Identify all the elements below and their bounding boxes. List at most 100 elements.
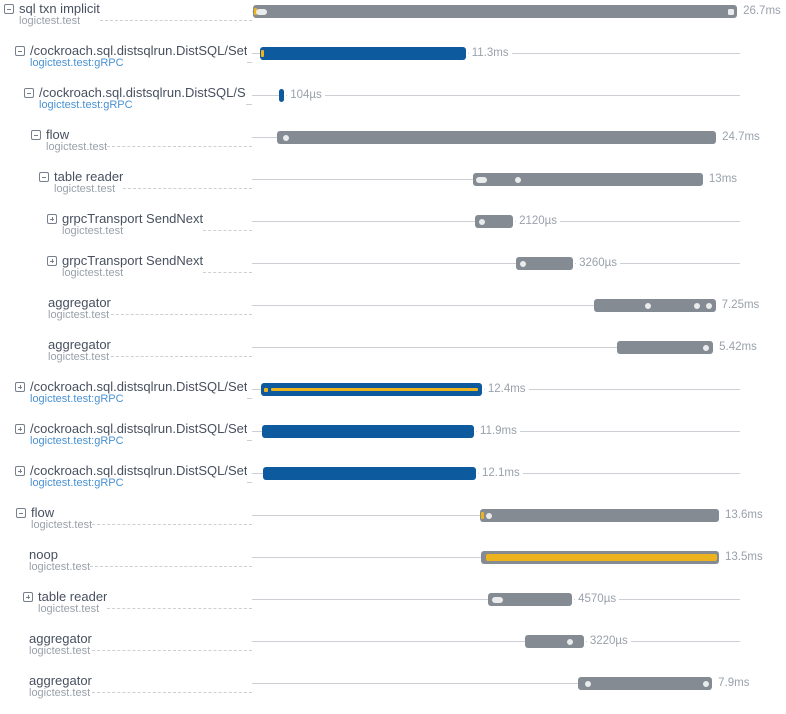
collapse-icon[interactable] <box>15 46 25 56</box>
log-event-marker[interactable] <box>255 8 267 15</box>
log-event-marker[interactable] <box>478 218 485 225</box>
collapse-icon[interactable] <box>4 4 14 14</box>
trail-line <box>483 389 740 390</box>
log-event-marker[interactable] <box>693 302 700 309</box>
expand-icon[interactable] <box>47 256 57 266</box>
log-event-marker[interactable] <box>519 260 526 267</box>
span-row[interactable]: table reader logictest.test 4570µs <box>0 588 786 630</box>
span-title: /cockroach.sql.distsqlrun.DistSQL/Set <box>30 463 248 478</box>
expand-icon[interactable] <box>15 382 25 392</box>
log-event-marker[interactable] <box>584 680 591 687</box>
log-event-marker[interactable] <box>645 302 652 309</box>
span-row[interactable]: aggregator logictest.test 3220µs <box>0 630 786 672</box>
span-title: flow <box>31 505 55 520</box>
span-subtitle-link[interactable]: logictest.test:gRPC <box>30 57 124 69</box>
lead-line <box>252 599 489 600</box>
span-subtitle: logictest.test <box>38 603 100 615</box>
leader-dashes <box>247 421 252 441</box>
log-event-marker[interactable] <box>476 176 488 183</box>
collapse-icon[interactable] <box>39 172 49 182</box>
span-row[interactable]: sql txn implicit logictest.test 26.7ms <box>0 0 786 42</box>
span-row[interactable]: /cockroach.sql.distsqlrun.DistSQL/Set log… <box>0 462 786 504</box>
log-event-marker[interactable] <box>492 596 504 603</box>
duration-label: 13.6ms <box>722 509 766 522</box>
start-event-tick <box>260 50 264 57</box>
span-bar[interactable] <box>260 383 482 396</box>
duration-label: 13.5ms <box>722 551 766 564</box>
span-bar[interactable] <box>480 551 719 564</box>
span-labels: /cockroach.sql.distsqlrun.DistSQL/Set log… <box>30 379 247 405</box>
span-bar[interactable] <box>617 341 714 354</box>
collapse-icon[interactable] <box>24 88 34 98</box>
span-subtitle-link[interactable]: logictest.test:gRPC <box>30 477 124 489</box>
span-row[interactable]: aggregator logictest.test 5.42ms <box>0 336 786 378</box>
log-event-marker[interactable] <box>705 302 712 309</box>
span-label-block: grpcTransport SendNext logictest.test <box>0 211 252 237</box>
span-subtitle-link[interactable]: logictest.test:gRPC <box>30 393 124 405</box>
span-row[interactable]: aggregator logictest.test 7.25ms <box>0 294 786 336</box>
span-label-block: flow logictest.test <box>0 127 252 153</box>
span-bar[interactable] <box>577 677 713 690</box>
span-row[interactable]: /cockroach.sql.distsqlrun.DistSQL/Set log… <box>0 420 786 462</box>
lead-line <box>252 431 262 432</box>
duration-label: 104µs <box>287 89 325 102</box>
child-span-stripe <box>270 388 478 391</box>
span-bar[interactable] <box>479 509 719 522</box>
log-event-marker[interactable] <box>485 512 492 519</box>
span-row[interactable]: /cockroach.sql.distsqlrun.DistSQL/Set log… <box>0 378 786 420</box>
span-row[interactable]: grpcTransport SendNext logictest.test 2120… <box>0 210 786 252</box>
span-bar[interactable] <box>261 425 475 438</box>
duration-label: 11.9ms <box>477 425 520 438</box>
span-title: table reader <box>38 589 108 604</box>
span-row[interactable]: aggregator logictest.test 7.9ms <box>0 672 786 714</box>
log-event-marker[interactable] <box>515 176 522 183</box>
collapse-icon[interactable] <box>31 130 41 140</box>
span-row[interactable]: /cockroach.sql.distsqlrun.DistSQL/S logic… <box>0 84 786 126</box>
span-bar[interactable] <box>516 257 574 270</box>
span-bar[interactable] <box>475 215 514 228</box>
span-title: /cockroach.sql.distsqlrun.DistSQL/S <box>39 85 246 100</box>
expand-icon[interactable] <box>15 466 25 476</box>
span-subtitle-link[interactable]: logictest.test:gRPC <box>39 99 133 111</box>
span-subtitle-link[interactable]: logictest.test:gRPC <box>30 435 124 447</box>
child-span-stripe <box>485 554 717 561</box>
leader-dashes <box>90 547 252 567</box>
log-event-marker[interactable] <box>283 134 290 141</box>
expand-icon[interactable] <box>47 214 57 224</box>
indent-spacer <box>0 211 47 212</box>
span-label-block: /cockroach.sql.distsqlrun.DistSQL/Set log… <box>0 43 252 69</box>
span-subtitle: logictest.test <box>31 519 93 531</box>
span-bar[interactable] <box>259 47 466 60</box>
span-bar[interactable] <box>278 89 285 102</box>
lead-line <box>252 53 260 54</box>
expand-icon[interactable] <box>23 592 33 602</box>
span-label-block: grpcTransport SendNext logictest.test <box>0 253 252 279</box>
log-event-marker[interactable] <box>702 680 709 687</box>
span-row[interactable]: grpcTransport SendNext logictest.test 3260… <box>0 252 786 294</box>
log-event-marker[interactable] <box>727 8 734 15</box>
log-event-marker[interactable] <box>703 344 710 351</box>
span-bar[interactable] <box>276 131 717 144</box>
span-row[interactable]: flow logictest.test 24.7ms <box>0 126 786 168</box>
span-bar[interactable] <box>525 635 584 648</box>
span-labels: /cockroach.sql.distsqlrun.DistSQL/Set log… <box>30 43 247 69</box>
collapse-icon[interactable] <box>16 508 26 518</box>
span-bar[interactable] <box>488 593 573 606</box>
duration-label: 3220µs <box>586 635 631 648</box>
expand-icon[interactable] <box>15 424 25 434</box>
lead-line <box>252 263 516 264</box>
span-row[interactable]: table reader logictest.test 13ms <box>0 168 786 210</box>
duration-label: 26.7ms <box>740 5 784 18</box>
span-bar[interactable] <box>263 467 476 480</box>
duration-label: 11.3ms <box>468 47 512 60</box>
span-row[interactable]: /cockroach.sql.distsqlrun.DistSQL/Set log… <box>0 42 786 84</box>
span-label-block: /cockroach.sql.distsqlrun.DistSQL/S logic… <box>0 85 252 111</box>
span-row[interactable]: noop logictest.test 13.5ms <box>0 546 786 588</box>
span-bar[interactable] <box>473 173 703 186</box>
span-row[interactable]: flow logictest.test 13.6ms <box>0 504 786 546</box>
span-bar[interactable] <box>593 299 716 312</box>
start-event-tick <box>480 512 484 519</box>
log-event-marker[interactable] <box>566 638 573 645</box>
span-bar[interactable] <box>252 5 738 18</box>
span-labels: aggregator logictest.test <box>48 337 111 363</box>
